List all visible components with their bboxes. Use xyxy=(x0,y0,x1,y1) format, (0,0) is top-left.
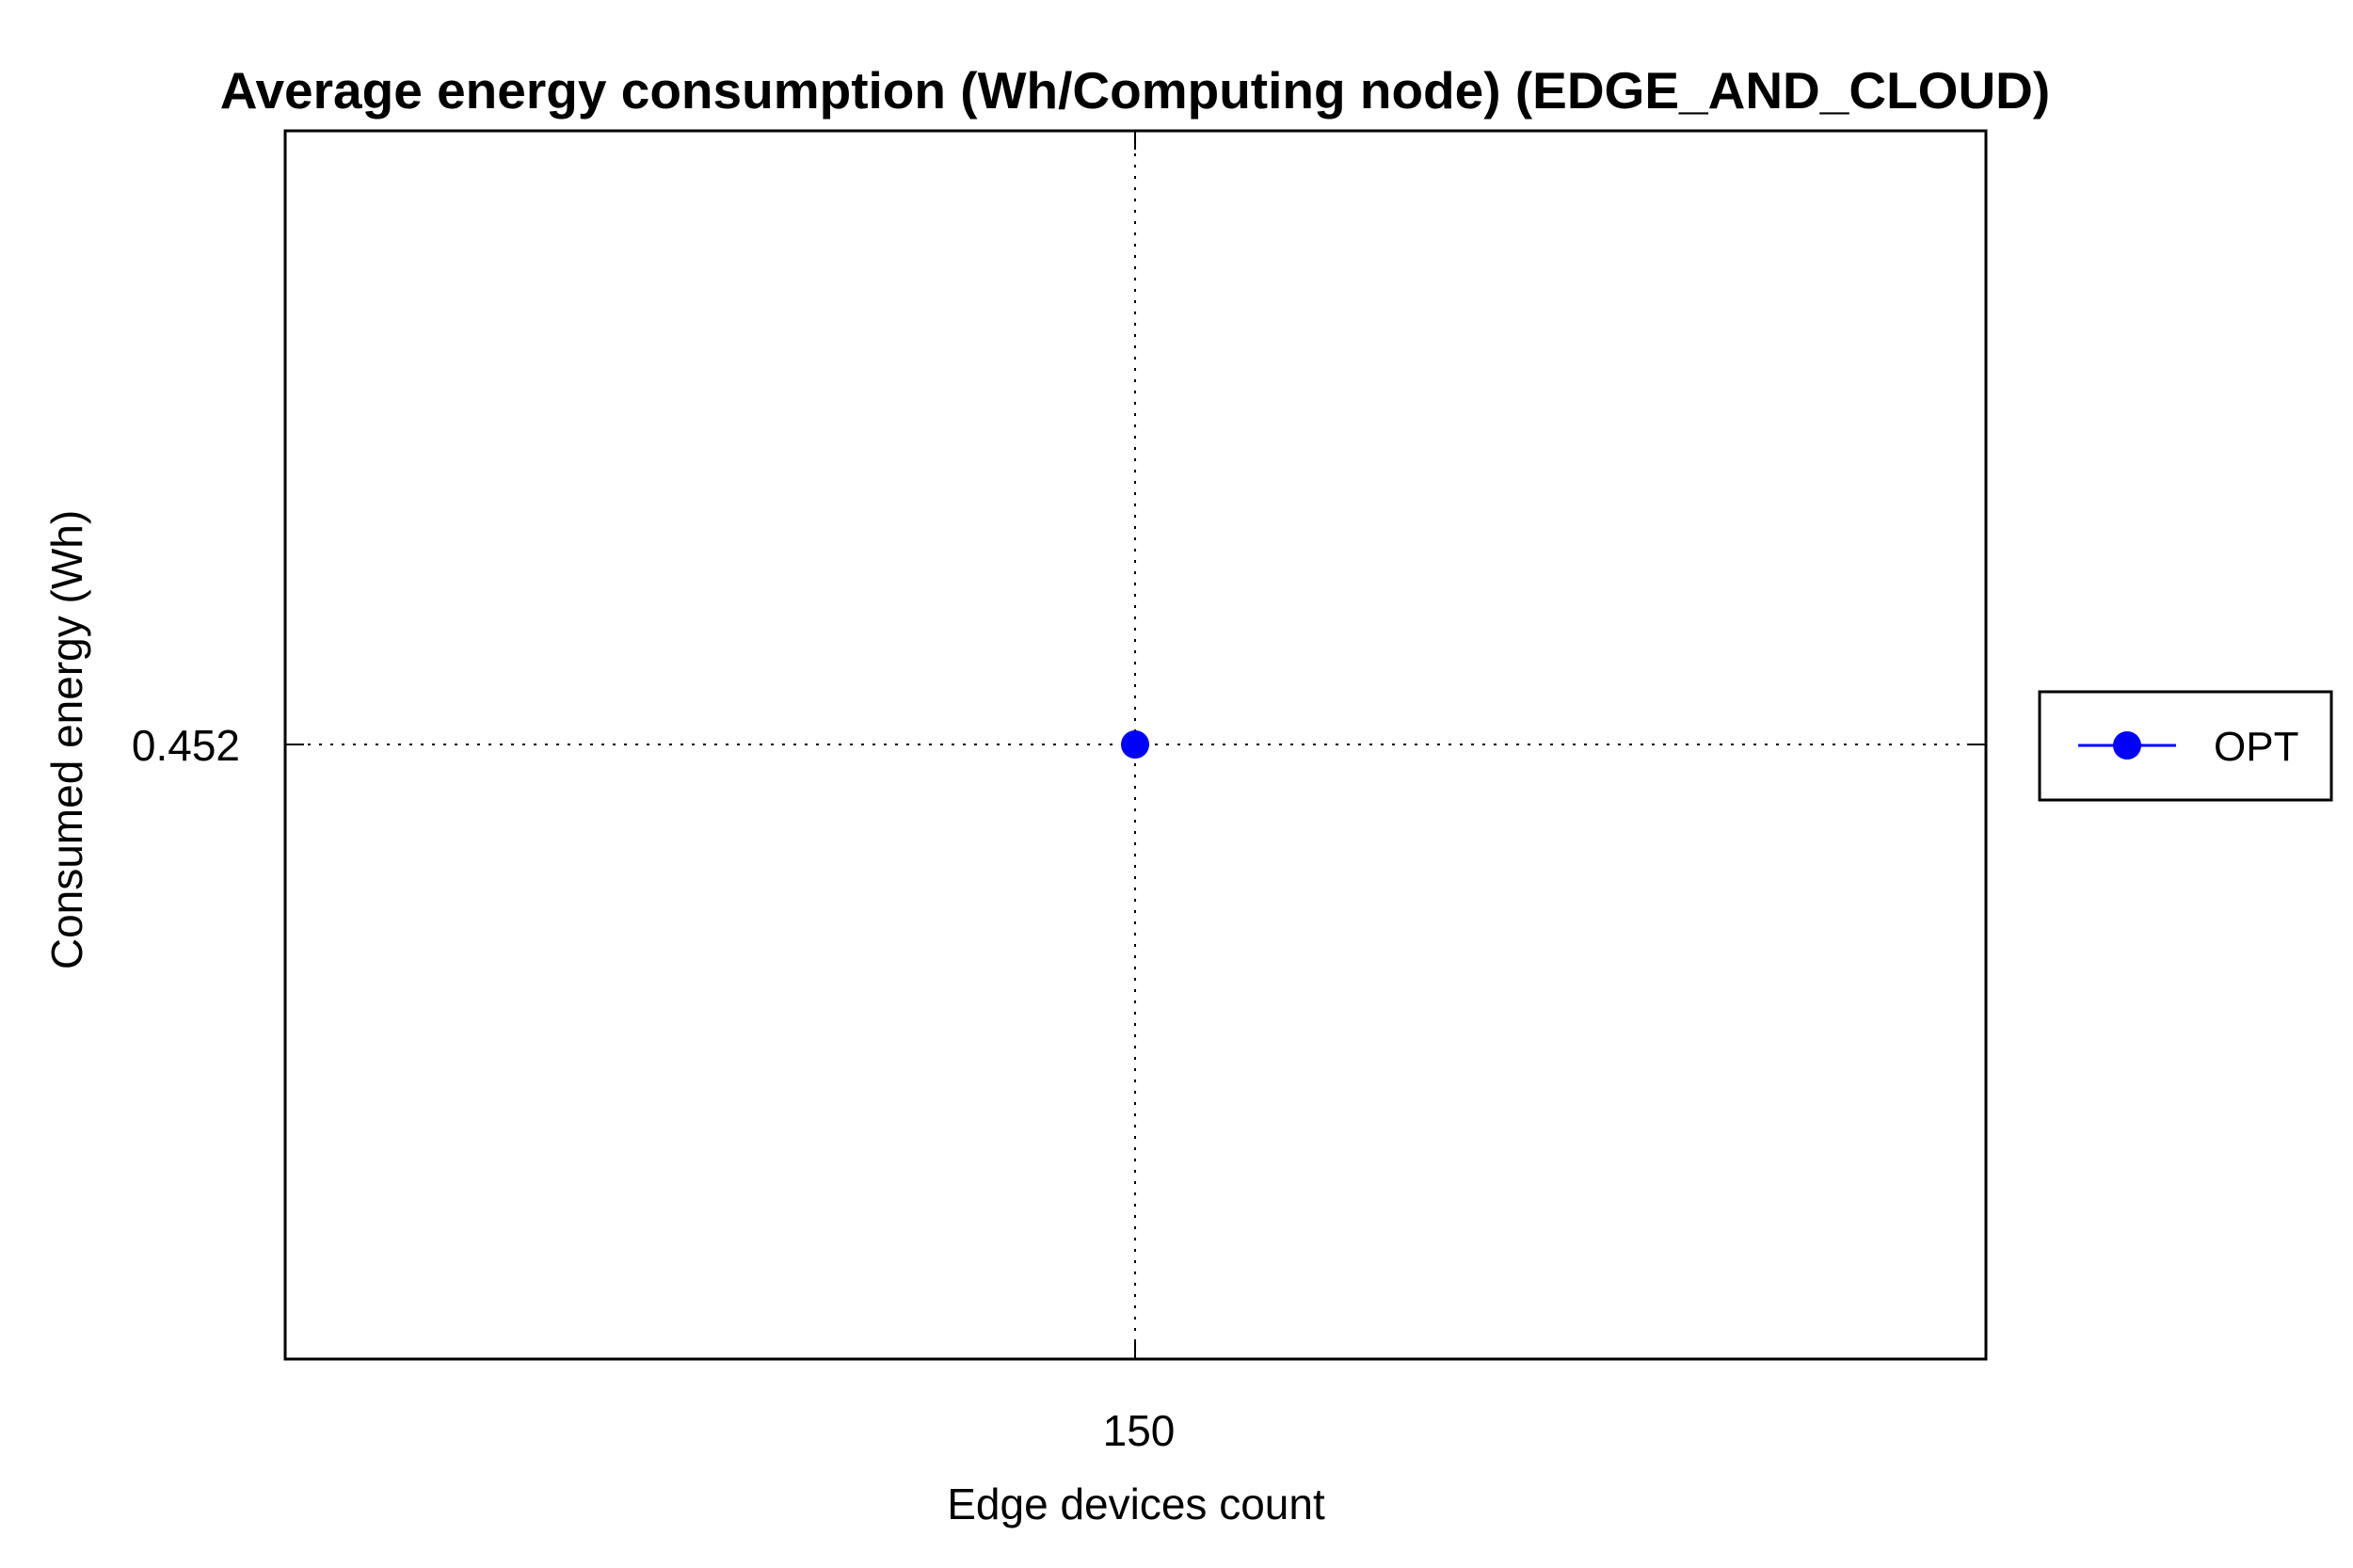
y-tick-label: 0.452 xyxy=(132,721,240,770)
legend-marker-opt xyxy=(2113,731,2141,760)
legend: OPT xyxy=(2038,690,2333,802)
series-layer xyxy=(1121,730,1149,759)
x-axis-label: Edge devices count xyxy=(947,1480,1325,1528)
x-tick-label: 150 xyxy=(1103,1406,1176,1455)
legend-label-opt: OPT xyxy=(2214,724,2298,770)
y-axis-label: Consumed energy (Wh) xyxy=(42,510,91,969)
data-point-opt-0 xyxy=(1121,730,1149,759)
chart-title: Average energy consumption (Wh/Computing… xyxy=(220,61,2050,120)
